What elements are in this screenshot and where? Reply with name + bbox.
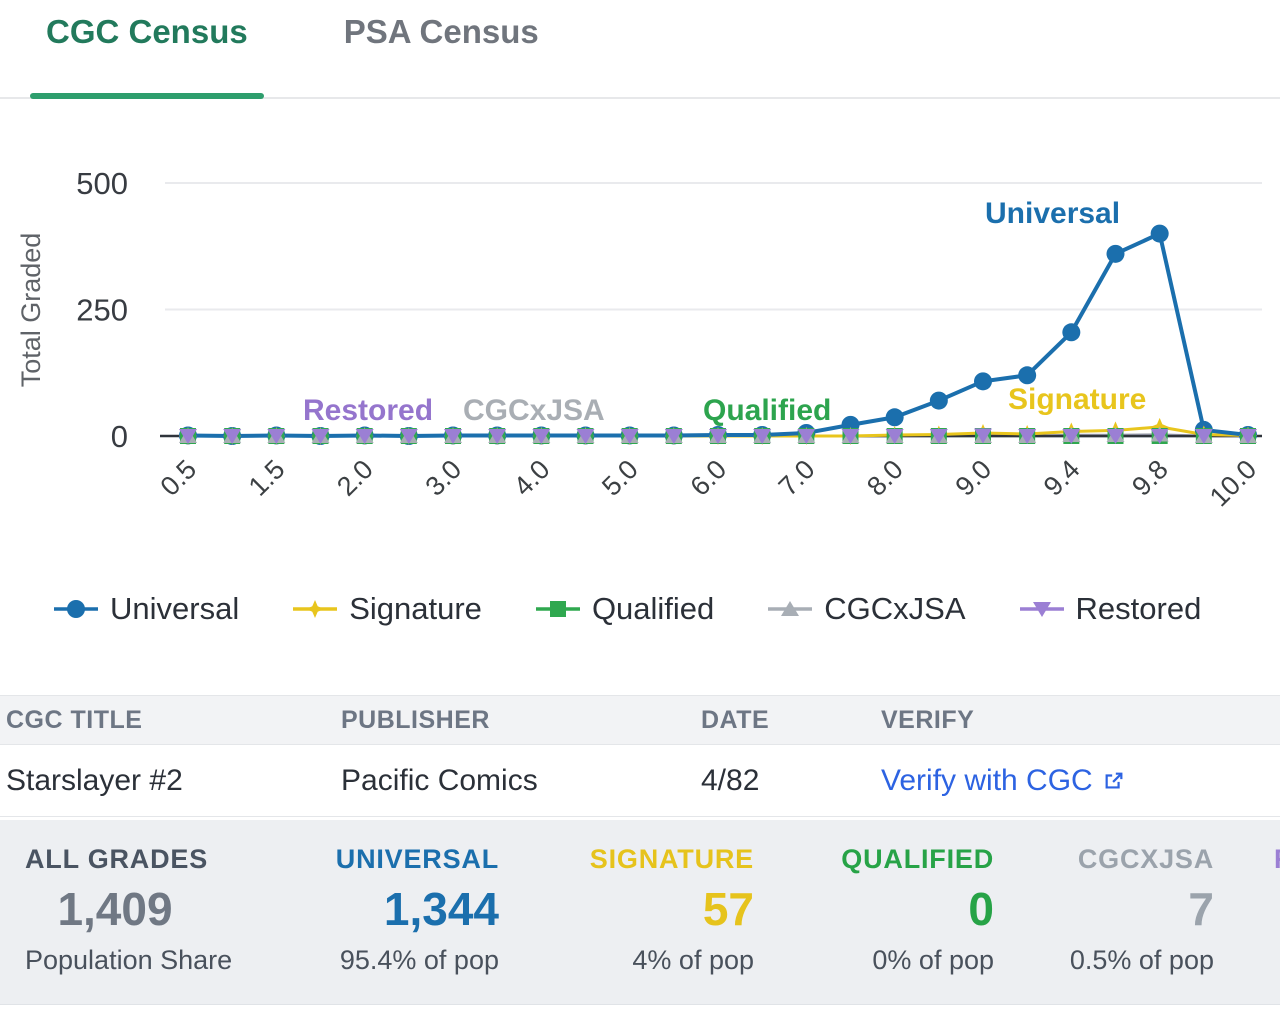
stat-label: RESTORED: [1274, 844, 1280, 874]
legend-marker-universal: [54, 600, 98, 618]
census-tabbar: CGC Census PSA Census: [0, 0, 1280, 99]
stat-label: SIGNATURE: [589, 844, 754, 874]
legend-label: CGCxJSA: [824, 591, 966, 626]
svg-text:9.4: 9.4: [1038, 454, 1086, 502]
legend-marker-restored: [1019, 602, 1064, 617]
svg-text:8.0: 8.0: [861, 454, 909, 502]
stat-value: 1,409: [57, 883, 173, 935]
stat-subtext: 95.4% of pop: [339, 945, 499, 975]
svg-text:Signature: Signature: [1008, 383, 1146, 416]
y-axis-labels: 0 250 500: [76, 166, 128, 454]
stat-cgcxjsa: CGCXJSA 7 0.5% of pop: [1050, 844, 1270, 1004]
svg-text:3.0: 3.0: [419, 454, 467, 502]
svg-text:9.8: 9.8: [1126, 454, 1174, 502]
svg-text:1.5: 1.5: [243, 454, 291, 502]
legend-item-signature[interactable]: Signature: [291, 591, 482, 627]
series-markers-restored: [179, 428, 1257, 444]
census-table: CGC TITLE PUBLISHER DATE VERIFY Starslay…: [0, 695, 1280, 817]
svg-text:4.0: 4.0: [508, 454, 556, 502]
table-row: Starslayer #2 Pacific Comics 4/82 Verify…: [0, 745, 1280, 817]
gridlines: [165, 182, 1262, 311]
svg-text:Universal: Universal: [985, 197, 1120, 230]
stat-label: ALL GRADES: [25, 844, 209, 874]
stat-subtext: 0% of pop: [872, 945, 994, 975]
svg-text:7.0: 7.0: [773, 454, 821, 502]
tab-cgc-census[interactable]: CGC Census: [30, 0, 264, 99]
svg-text:2.0: 2.0: [331, 454, 379, 502]
census-line-chart[interactable]: 0 250 500 Total Graded 0.5 1.5 2.0 3.0 4.0 5.0 6.0…: [0, 99, 1280, 561]
stat-label: UNIVERSAL: [335, 844, 499, 874]
stat-label: CGCXJSA: [1077, 844, 1214, 874]
legend-item-restored[interactable]: Restored: [1018, 591, 1202, 627]
legend-label: Universal: [110, 591, 240, 626]
legend-label: Qualified: [591, 591, 715, 626]
svg-text:0.5: 0.5: [154, 454, 202, 502]
stat-subtext: Population Share: [25, 945, 233, 975]
population-stats: ALL GRADES 1,409 Population Share UNIVER…: [0, 820, 1280, 1005]
table-header-row: CGC TITLE PUBLISHER DATE VERIFY: [0, 695, 1280, 745]
x-axis-labels: 0.5 1.5 2.0 3.0 4.0 5.0 6.0 7.0 8.0 9.0 9.4 9.8 10.0: [154, 454, 1262, 512]
svg-text:9.0: 9.0: [949, 454, 997, 502]
col-header-cgc-title: CGC TITLE: [6, 705, 143, 734]
verify-with-cgc-link[interactable]: Verify with CGC: [881, 764, 1125, 798]
svg-text:CGCxJSA: CGCxJSA: [463, 394, 605, 427]
legend-item-universal[interactable]: Universal: [52, 591, 239, 627]
stat-value: 57: [702, 883, 754, 935]
legend-marker-signature: [293, 600, 338, 618]
stat-signature: SIGNATURE 57 4% of pop: [555, 844, 810, 1004]
stat-qualified: QUALIFIED 0 0% of pop: [810, 844, 1050, 1004]
cell-cgc-title: Starslayer #2: [6, 763, 183, 797]
svg-text:500: 500: [76, 166, 128, 201]
col-header-publisher: PUBLISHER: [341, 705, 490, 734]
stat-subtext: 4% of pop: [632, 945, 754, 975]
stat-subtext: 0.5% of pop: [1069, 945, 1214, 975]
svg-text:6.0: 6.0: [684, 454, 732, 502]
svg-text:250: 250: [76, 293, 128, 328]
tab-psa-census[interactable]: PSA Census: [343, 13, 539, 50]
stat-value: 1,344: [383, 883, 499, 935]
svg-text:10.0: 10.0: [1204, 454, 1262, 512]
legend-marker-qualified: [535, 601, 580, 617]
cell-date: 4/82: [701, 763, 760, 797]
col-header-date: DATE: [701, 705, 770, 734]
stat-value: 0: [968, 883, 994, 935]
cell-publisher: Pacific Comics: [341, 763, 538, 797]
legend-label: Signature: [349, 591, 482, 626]
svg-text:0: 0: [111, 419, 128, 454]
verify-link-label: Verify with CGC: [881, 763, 1093, 797]
svg-text:5.0: 5.0: [596, 454, 644, 502]
bottom-strip: [0, 1005, 1280, 1018]
stat-all-grades: ALL GRADES 1,409 Population Share: [0, 844, 300, 1004]
svg-text:Restored: Restored: [303, 394, 433, 427]
svg-text:Qualified: Qualified: [703, 394, 831, 427]
census-chart-area: 0 250 500 Total Graded 0.5 1.5 2.0 3.0 4.0 5.0 6.0…: [0, 99, 1280, 561]
stat-universal: UNIVERSAL 1,344 95.4% of pop: [300, 844, 555, 1004]
stat-label: QUALIFIED: [841, 844, 994, 874]
chart-legend: Universal Signature Qualified CGCxJSA Restor…: [52, 585, 1280, 633]
legend-item-qualified[interactable]: Qualified: [534, 591, 714, 627]
col-header-verify: VERIFY: [881, 705, 975, 734]
stat-restored-clipped: RESTORED: [1270, 844, 1280, 1004]
legend-marker-cgcxjsa: [768, 601, 813, 616]
series-labels: Restored CGCxJSA Qualified Universal Signatu…: [303, 197, 1146, 427]
external-link-icon: [1105, 772, 1123, 789]
stat-value: 7: [1188, 883, 1214, 935]
legend-item-cgcxjsa[interactable]: CGCxJSA: [766, 591, 966, 627]
y-axis-title: Total Graded: [16, 233, 46, 388]
legend-label: Restored: [1075, 591, 1202, 626]
